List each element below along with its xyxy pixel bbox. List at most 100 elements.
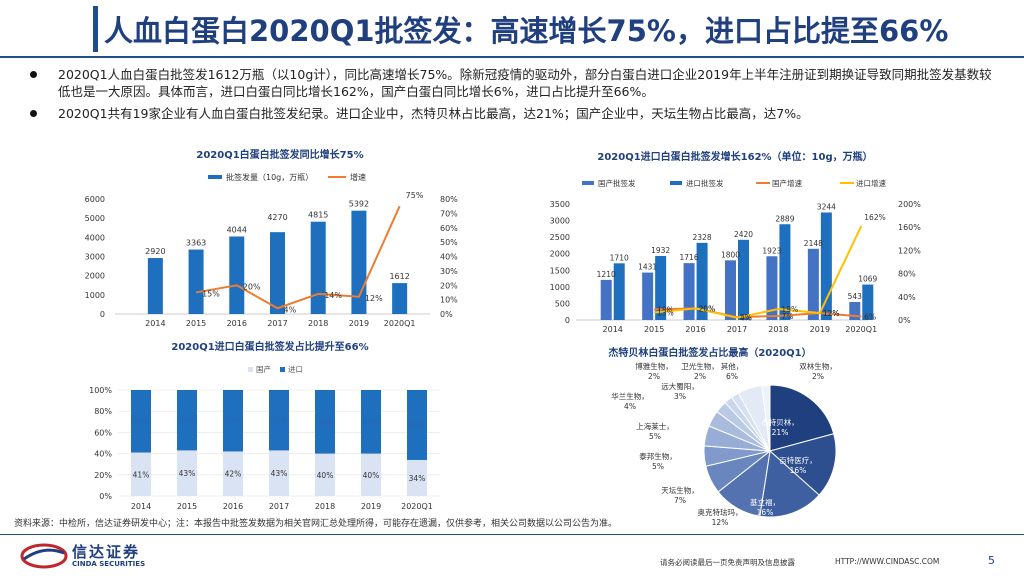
x-tick-label: 2018: [315, 502, 335, 511]
domestic-growth-label: 7%: [781, 312, 793, 321]
pie-slice-label: 基立福， 16%: [750, 497, 780, 517]
bar-label-domestic: 34%: [409, 474, 426, 483]
bar-value-label: 1431: [638, 263, 657, 272]
bar-value-label: 3363: [186, 239, 206, 248]
import-growth-label: 162%: [864, 213, 885, 222]
bar-domestic: [766, 256, 778, 320]
bar: [188, 249, 204, 314]
legend-label-bar: 批签发量（10g，万瓶）: [226, 172, 313, 182]
source-note: 资料来源：中检所，信达证券研发中心；注：本报告中批签发数据为相关官网汇总处理所得…: [14, 519, 618, 529]
chart-svg: 杰特贝林白蛋白批签发占比最高（2020Q1） 杰特贝林， 21% 百特医疗， 16% 基立…: [608, 346, 836, 527]
y-tick-left: 3000: [85, 253, 105, 262]
y-tick: 40%: [94, 450, 112, 459]
title-accent-bar: [93, 6, 98, 52]
pie-slice-label: 奥克特珐玛， 12%: [698, 507, 743, 527]
x-tick-label: 2020Q1: [401, 502, 433, 511]
bar-value-label: 2328: [693, 233, 712, 242]
bullet-list: 2020Q1人血白蛋白批签发1612万瓶（以10g计），同比高速增长75%。除新…: [30, 66, 1000, 127]
y-tick-left: 2500: [550, 233, 570, 242]
bullet-text: 2020Q1共有19家企业有人血白蛋白批签发纪录。进口企业中，杰特贝林占比最高，…: [58, 106, 809, 121]
y-tick-left: 500: [555, 299, 570, 308]
bullet-dot-icon: [30, 110, 37, 117]
pie-slice-label: 杰特贝林， 21%: [761, 417, 799, 437]
bar-import: [820, 212, 832, 320]
import-growth-label: 19%: [781, 305, 798, 314]
y-tick-right: 80%: [898, 270, 916, 279]
bar-value-label: 2148: [804, 239, 823, 248]
bar-domestic: [849, 302, 861, 320]
x-tick-label: 2016: [227, 319, 247, 328]
pie-slice: [769, 384, 835, 452]
y-tick-right: 0%: [440, 310, 453, 319]
chart-title: 杰特贝林白蛋白批签发占比最高（2020Q1）: [608, 346, 811, 359]
x-tick-label: 2018: [768, 325, 788, 334]
bar-value-label: 5392: [349, 200, 369, 209]
legend-label: 国产批签发: [598, 178, 636, 188]
logo-mark-icon: [20, 543, 68, 569]
bar-value-label: 4044: [227, 225, 247, 234]
x-tick-label: 2017: [267, 319, 287, 328]
legend-label: 进口增速: [856, 178, 886, 188]
bar-import: [269, 390, 289, 451]
pie-slice-label: 卫光生物， 2%: [681, 361, 719, 381]
growth-label: 15%: [202, 289, 220, 298]
legend-label-line: 增速: [350, 172, 366, 182]
bar-label-import: 59%: [133, 417, 150, 426]
chart-svg: 2020Q1白蛋白批签发同比增长75% 批签发量（10g，万瓶） 增速 0 1000 20…: [85, 148, 459, 328]
growth-label: 75%: [406, 191, 424, 200]
bar-import: [407, 390, 427, 460]
pie-slice: [761, 384, 771, 452]
growth-label: 14%: [324, 291, 342, 300]
bar-import: [738, 239, 749, 320]
title-underline: [0, 56, 1024, 58]
pie-slice-label: 远大蜀阳， 3%: [661, 381, 699, 401]
y-tick: 100%: [89, 386, 112, 395]
x-tick-label: 2018: [308, 319, 328, 328]
bar-import: [862, 284, 874, 320]
y-tick-right: 200%: [898, 200, 921, 209]
y-tick: 80%: [94, 407, 112, 416]
bar-value-label: 2920: [145, 247, 165, 256]
bar-value-label: 1923: [762, 246, 781, 255]
legend-swatch: [582, 181, 594, 185]
bar-value-label: 543: [848, 292, 863, 301]
bar-domestic: [223, 451, 243, 496]
y-tick-left: 5000: [85, 214, 105, 223]
legend-swatch-import: [280, 367, 285, 372]
page-title: 人血白蛋白2020Q1批签发：高速增长75%，进口占比提至66%: [104, 14, 949, 48]
x-tick-label: 2015: [186, 319, 206, 328]
legend-label-domestic: 国产: [256, 364, 271, 374]
bar-label-domestic: 43%: [271, 469, 288, 478]
bar-domestic: [600, 279, 612, 320]
y-tick: 0%: [99, 492, 112, 501]
y-tick-left: 6000: [85, 195, 105, 204]
chart-import-release-growth: 2020Q1进口白蛋白批签发增长162%（单位：10g，万瓶） 国产批签发 进口批签…: [550, 146, 922, 336]
chart-import-share: 2020Q1进口白蛋白批签发占比提升至66% 国产 进口 0% 20% 40% 60% 80%…: [89, 338, 470, 513]
x-tick-label: 2020Q1: [845, 325, 877, 334]
domestic-growth-label: 20%: [699, 304, 716, 313]
chart-batch-release-growth: 2020Q1白蛋白批签发同比增长75% 批签发量（10g，万瓶） 增速 0 1000 20…: [85, 146, 470, 336]
website-link[interactable]: HTTP://WWW.CINDASC.COM: [835, 557, 940, 566]
bar: [229, 236, 245, 314]
bar-value-label: 2420: [734, 230, 753, 239]
bar-import: [613, 263, 625, 320]
bar-import: [655, 255, 667, 320]
bar-label-import: 60%: [363, 418, 380, 427]
bar-domestic: [642, 272, 654, 320]
bar-import: [696, 242, 708, 320]
bar-label-import: 60%: [317, 418, 334, 427]
growth-label: 12%: [365, 294, 383, 303]
bar-label-domestic: 40%: [317, 471, 334, 480]
pie-slice-label: 博雅生物， 2%: [635, 361, 673, 381]
pie-slice-label: 华兰生物， 4%: [611, 391, 649, 411]
disclaimer-text: 请务必阅读最后一页免责声明及信息披露: [660, 558, 795, 567]
chart-company-share-pie: 杰特贝林白蛋白批签发占比最高（2020Q1） 杰特贝林， 21% 百特医疗， 16% 基立…: [560, 343, 880, 533]
import-growth-label: 4%: [740, 314, 752, 323]
x-tick-label: 2014: [145, 319, 165, 328]
x-tick-label: 2016: [685, 325, 705, 334]
y-tick-left: 3500: [550, 200, 570, 209]
x-tick-label: 2020Q1: [384, 319, 416, 328]
y-tick-left: 1000: [85, 291, 105, 300]
pie-slice: [759, 450, 820, 518]
bar-import: [779, 224, 791, 320]
